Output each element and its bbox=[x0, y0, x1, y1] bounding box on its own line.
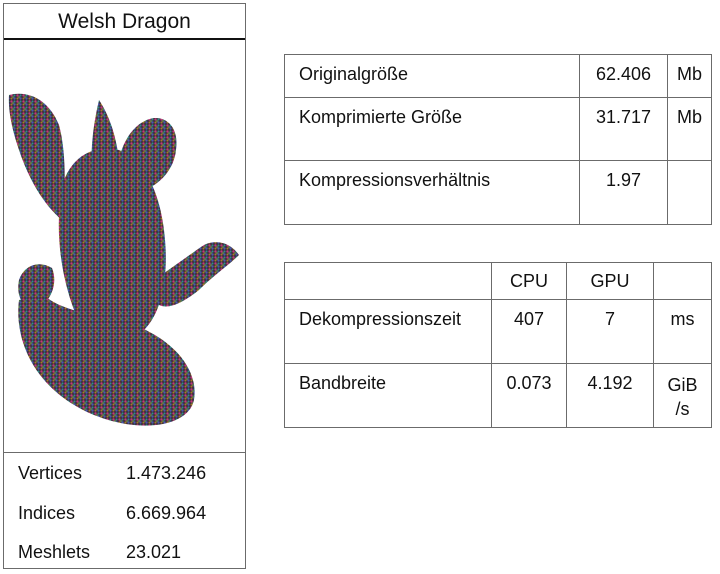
header-empty bbox=[284, 262, 492, 300]
stat-label: Meshlets bbox=[18, 542, 91, 562]
table-row: Dekompressionszeit 407 7 ms bbox=[284, 299, 712, 364]
row-cpu: 0.073 bbox=[491, 363, 567, 428]
stat-value: 6.669.964 bbox=[126, 503, 207, 523]
stat-value: 23.021 bbox=[126, 542, 182, 562]
row-gpu: 7 bbox=[566, 299, 654, 364]
dataset-panel: Welsh Dragon bbox=[3, 3, 246, 569]
row-value: 31.717 bbox=[579, 97, 668, 161]
performance-table: CPU GPU Dekompressionszeit 407 7 ms Band… bbox=[284, 262, 712, 428]
row-unit: Mb bbox=[667, 97, 712, 161]
header-cpu: CPU bbox=[491, 262, 567, 300]
row-label: Dekompressionszeit bbox=[284, 299, 492, 364]
row-unit: Mb bbox=[667, 54, 712, 98]
dragon-render-image bbox=[4, 40, 245, 452]
header-unit bbox=[653, 262, 712, 300]
row-cpu: 407 bbox=[491, 299, 567, 364]
stat-value: 1.473.246 bbox=[126, 463, 207, 483]
row-label: Kompressionsverhältnis bbox=[284, 160, 580, 225]
mesh-stats: Vertices 1.473.246 Indices 6.669.964 Mes… bbox=[4, 452, 245, 570]
row-label: Bandbreite bbox=[284, 363, 492, 428]
row-label: Komprimierte Größe bbox=[284, 97, 580, 161]
table-row: Komprimierte Größe 31.717 Mb bbox=[284, 97, 712, 161]
header-gpu: GPU bbox=[566, 262, 654, 300]
size-table: Originalgröße 62.406 Mb Komprimierte Grö… bbox=[284, 54, 712, 225]
dataset-title: Welsh Dragon bbox=[4, 4, 245, 40]
table-row: Kompressionsverhältnis 1.97 bbox=[284, 160, 712, 225]
row-unit: GiB /s bbox=[653, 363, 712, 428]
table-row: Originalgröße 62.406 Mb bbox=[284, 54, 712, 98]
table-row: Bandbreite 0.073 4.192 GiB /s bbox=[284, 363, 712, 428]
row-value: 1.97 bbox=[579, 160, 668, 225]
stat-label: Vertices bbox=[18, 463, 83, 483]
row-unit: ms bbox=[653, 299, 712, 364]
dragon-mesh-svg bbox=[8, 93, 239, 426]
table-header-row: CPU GPU bbox=[284, 262, 712, 300]
row-unit bbox=[667, 160, 712, 225]
stat-label: Indices bbox=[18, 503, 76, 523]
row-label: Originalgröße bbox=[284, 54, 580, 98]
row-gpu: 4.192 bbox=[566, 363, 654, 428]
row-value: 62.406 bbox=[579, 54, 668, 98]
